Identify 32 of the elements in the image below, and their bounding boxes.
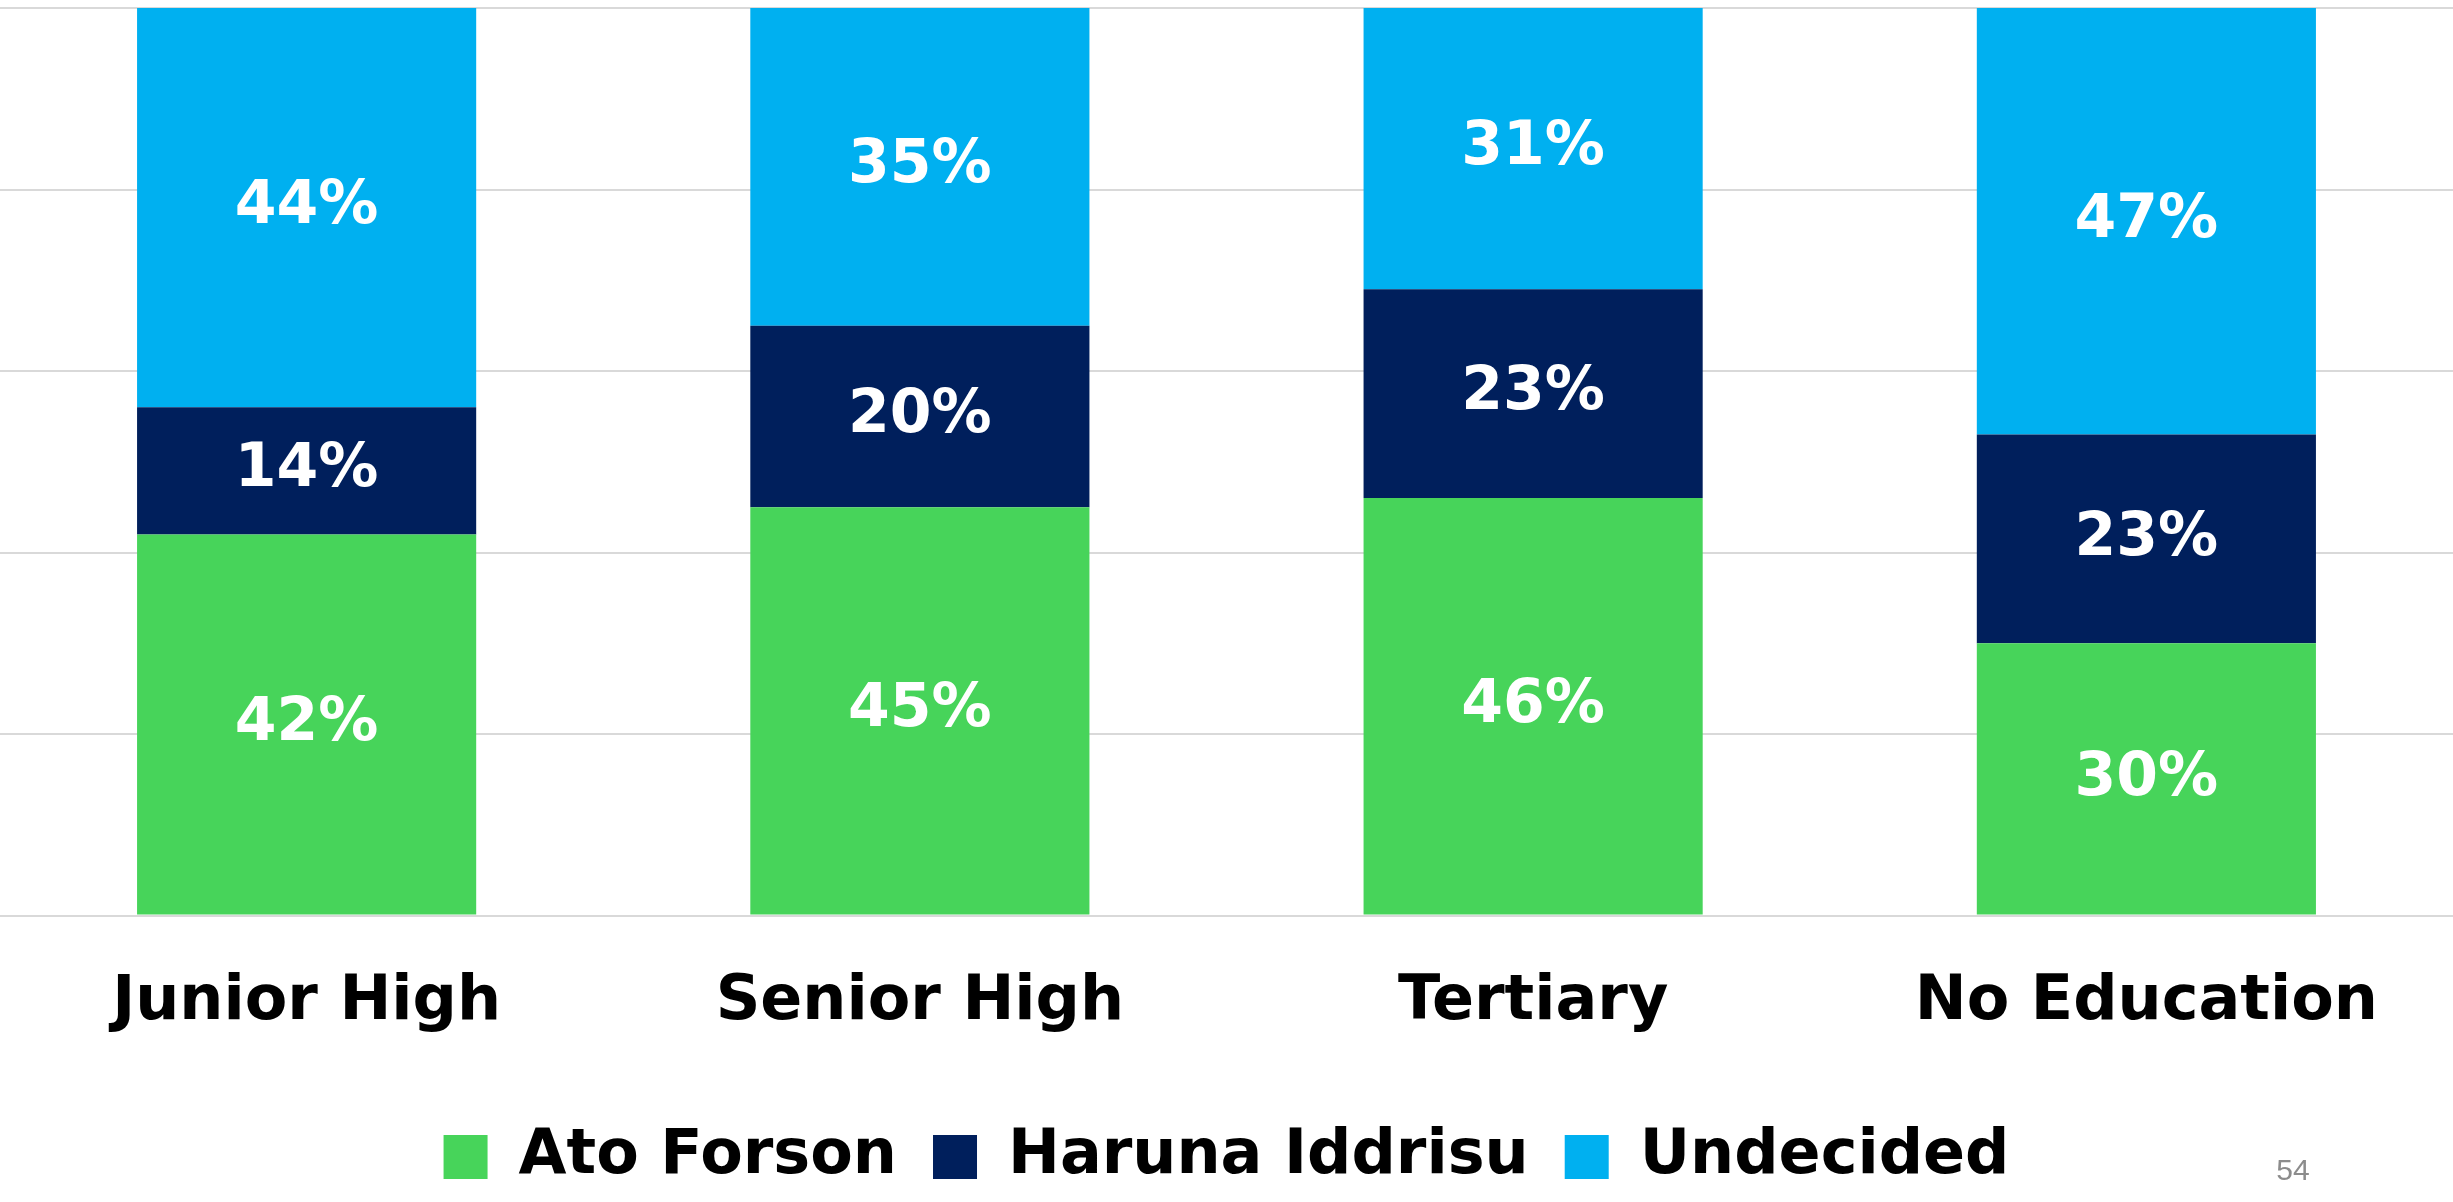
data-label: 45% bbox=[848, 670, 992, 741]
x-tick-label: Tertiary bbox=[1397, 960, 1669, 1034]
data-label: 35% bbox=[848, 126, 992, 197]
data-label: 23% bbox=[2074, 498, 2219, 569]
bar bbox=[1363, 498, 1703, 915]
data-label: 14% bbox=[234, 430, 379, 501]
bar bbox=[1976, 8, 2316, 435]
bar bbox=[750, 507, 1090, 915]
text: 54 bbox=[2276, 1153, 2310, 1187]
x-tick-label: Senior High bbox=[715, 960, 1125, 1034]
data-label: 47% bbox=[2074, 180, 2219, 251]
data-label: 20% bbox=[848, 376, 992, 447]
data-label: 31% bbox=[1461, 108, 1605, 179]
legend-label: Undecided bbox=[1639, 1115, 2010, 1189]
bar bbox=[1976, 434, 2316, 644]
x-tick-label: No Education bbox=[1914, 960, 2378, 1034]
bar bbox=[750, 8, 1090, 326]
data-label: 30% bbox=[2074, 738, 2219, 809]
bar bbox=[137, 534, 477, 915]
x-tick-label: Junior High bbox=[108, 960, 502, 1034]
data-label: 44% bbox=[234, 167, 379, 238]
data-label: 23% bbox=[1461, 353, 1605, 424]
data-label: 46% bbox=[1461, 665, 1605, 736]
bar bbox=[1363, 8, 1703, 290]
bar bbox=[1976, 643, 2316, 915]
bar bbox=[137, 407, 477, 535]
bar bbox=[1363, 289, 1703, 499]
legend-label: Haruna Iddrisu bbox=[1008, 1115, 1529, 1189]
data-label: 42% bbox=[234, 684, 379, 755]
legend-label: Ato Forson bbox=[518, 1115, 898, 1189]
bar bbox=[137, 8, 477, 408]
bar bbox=[750, 325, 1090, 508]
